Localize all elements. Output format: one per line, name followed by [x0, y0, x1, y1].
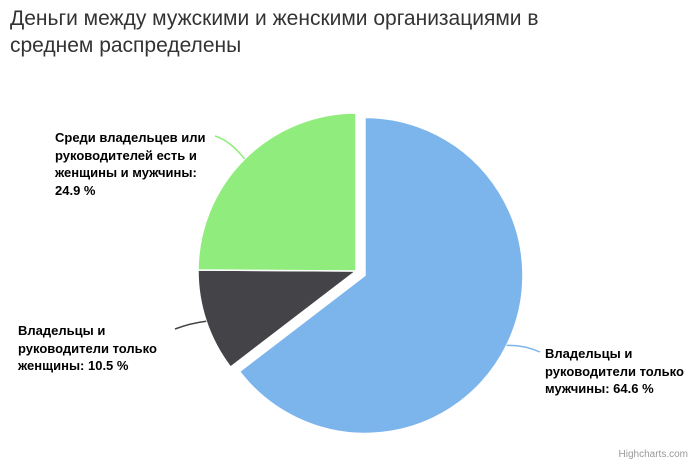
- pie-slice-mixed[interactable]: [197, 112, 357, 272]
- data-label-women: Владельцы и руководители только женщины:…: [18, 323, 157, 373]
- pie-slice-women[interactable]: [197, 269, 357, 368]
- data-label-mixed: Среди владельцев или руководителей есть …: [55, 130, 206, 198]
- label-connector-mixed: [214, 135, 246, 160]
- chart-title: Деньги между мужскими и женскими организ…: [10, 7, 539, 57]
- label-connector-men: [506, 344, 541, 353]
- highcharts-credits[interactable]: Highcharts.com: [618, 449, 688, 460]
- label-connector-women: [174, 320, 207, 330]
- data-label-men: Владельцы и руководители только мужчины:…: [545, 346, 684, 396]
